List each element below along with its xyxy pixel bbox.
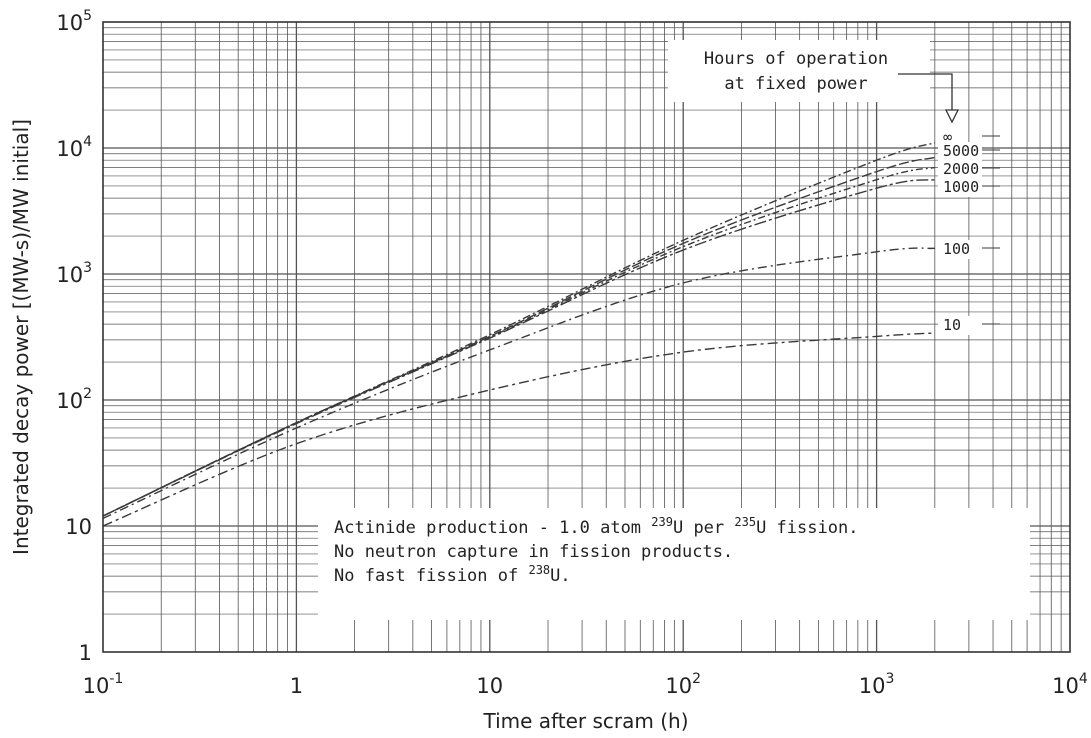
series-line <box>102 142 936 517</box>
legend-title-line-2: at fixed power <box>724 74 867 94</box>
y-axis-label: Integrated decay power [(MW-s)/MW initia… <box>9 119 33 555</box>
x-tick-label: 103 <box>859 671 895 698</box>
y-tick-label: 102 <box>56 386 92 413</box>
x-tick-label: 104 <box>1052 671 1088 698</box>
x-tick-label: 1 <box>290 674 303 698</box>
y-tick-label: 1 <box>79 641 92 665</box>
legend-title-box <box>668 40 930 102</box>
annotation-line: No neutron capture in fission products. <box>334 542 733 562</box>
y-tick-labels: 1 10 102 103 104 105 <box>56 8 92 665</box>
y-tick-label: 10 <box>65 515 92 539</box>
series-line <box>102 247 935 520</box>
series-label: 5000 <box>943 142 979 160</box>
x-tick-label: 102 <box>665 671 701 698</box>
x-tick-label: 10-1 <box>83 671 124 698</box>
series-line <box>102 332 935 527</box>
legend-arrow-shaft <box>898 73 953 110</box>
series-label: ∞ <box>943 128 952 146</box>
series-label-background <box>938 240 982 259</box>
x-tick-labels: 10-1 1 10 102 103 104 <box>83 671 1088 698</box>
y-tick-label: 105 <box>56 8 92 35</box>
series-label-background <box>938 142 982 161</box>
annotation-text: Actinide production - 1.0 atom 239U per … <box>334 515 858 586</box>
x-tick-label: 10 <box>476 674 503 698</box>
series-label: 100 <box>943 240 970 258</box>
y-tick-label: 103 <box>56 260 92 287</box>
series-label: 2000 <box>943 160 979 178</box>
plot-frame <box>102 21 1071 653</box>
series-label: 1000 <box>943 178 979 196</box>
series-label-background <box>938 178 982 197</box>
series-group <box>102 142 936 527</box>
legend: Hours of operation at fixed power ∞50002… <box>704 49 1000 335</box>
series-label-background <box>938 316 982 335</box>
legend-arrow-head-icon <box>944 109 960 124</box>
annotation-line: No fast fission of 238U. <box>334 563 571 586</box>
series-label: 10 <box>943 316 961 334</box>
annotation-line: Actinide production - 1.0 atom 239U per … <box>334 515 858 538</box>
legend-title-line-1: Hours of operation <box>704 49 888 69</box>
series-line <box>102 179 935 517</box>
annotation-box <box>318 508 1030 620</box>
y-tick-label: 104 <box>56 134 92 161</box>
series-line <box>102 156 935 517</box>
series-label-background <box>938 160 982 179</box>
x-axis-label: Time after scram (h) <box>483 709 689 733</box>
